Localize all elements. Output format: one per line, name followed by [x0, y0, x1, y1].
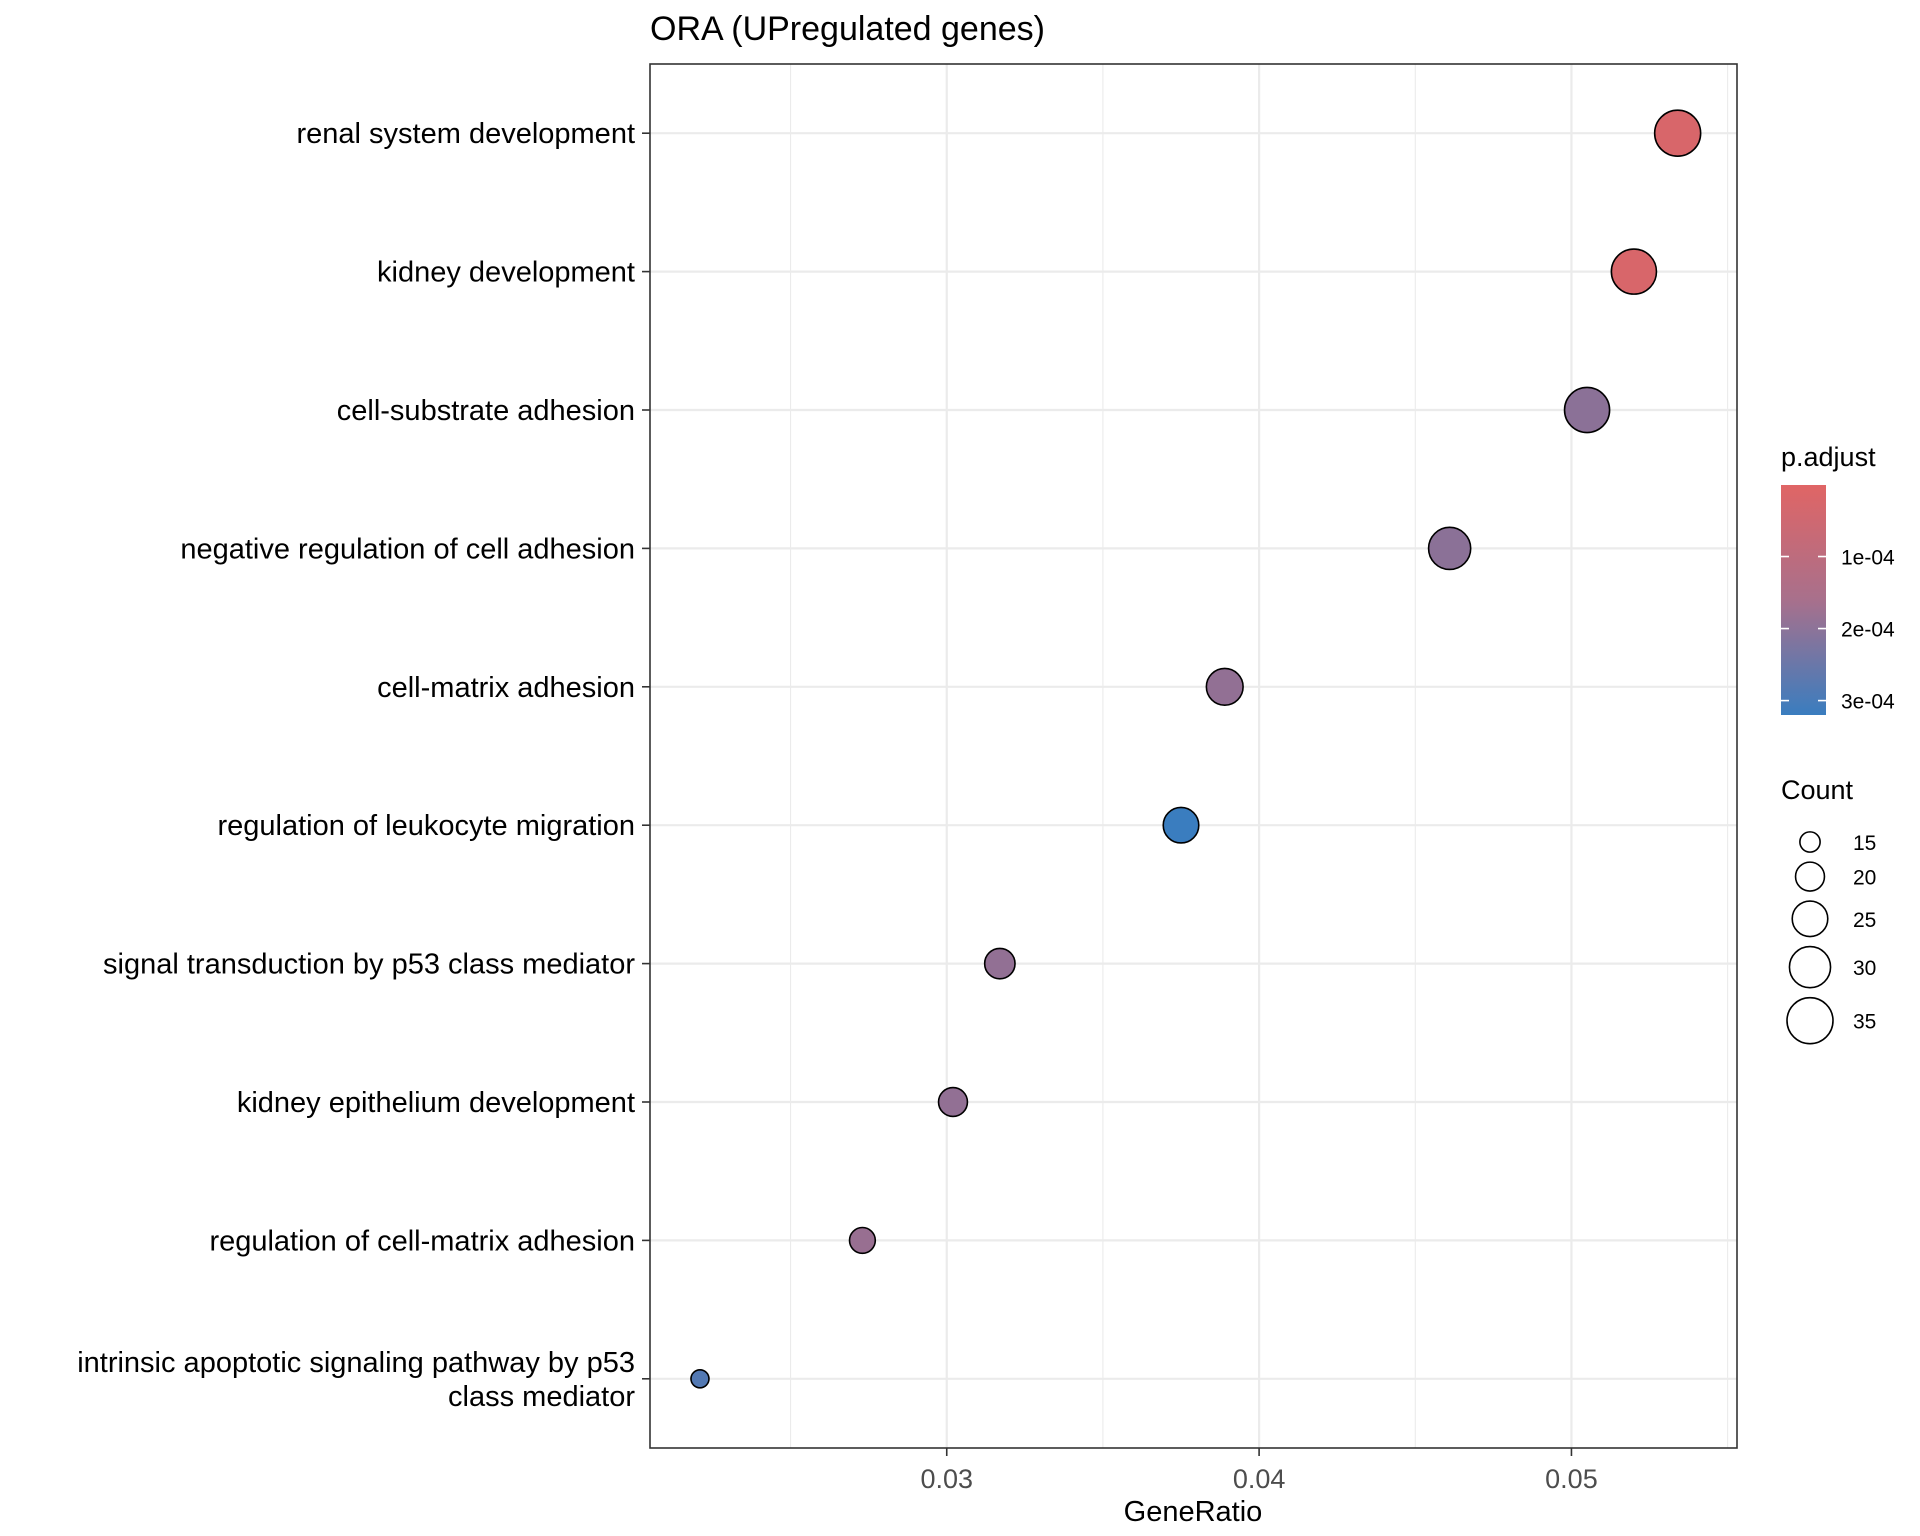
size-legend-label: 20	[1853, 867, 1876, 890]
size-legend-circle	[1799, 831, 1821, 853]
data-point	[1610, 248, 1658, 295]
plot-border	[649, 63, 1738, 1449]
color-legend-label: 3e-04	[1841, 691, 1895, 714]
size-legend-label: 15	[1853, 832, 1876, 855]
color-legend-label: 2e-04	[1841, 619, 1895, 642]
y-category-label: class mediator	[448, 1381, 635, 1413]
plot-panel	[650, 64, 1737, 1448]
chart-title: ORA (UPregulated genes)	[650, 10, 1045, 48]
color-legend-bar	[1781, 485, 1826, 715]
y-category-label: regulation of cell-matrix adhesion	[209, 1225, 635, 1257]
data-point	[1205, 667, 1244, 706]
size-legend-circle	[1788, 945, 1832, 989]
size-legend-title: Count	[1781, 775, 1854, 805]
size-legend-label: 25	[1853, 909, 1876, 932]
x-tick-label: 0.05	[1545, 1464, 1598, 1494]
color-legend: p.adjust 1e-04 2e-04 3e-04	[1781, 442, 1895, 715]
x-tick-label: 0.03	[920, 1464, 973, 1494]
color-legend-title: p.adjust	[1781, 442, 1876, 472]
y-category-label: signal transduction by p53 class mediato…	[103, 949, 635, 981]
y-category-label: cell-substrate adhesion	[337, 395, 635, 427]
data-point	[690, 1369, 710, 1389]
y-category-label: regulation of leukocyte migration	[217, 810, 635, 842]
data-point	[1653, 109, 1702, 157]
y-category-label: negative regulation of cell adhesion	[180, 533, 635, 565]
y-category-label: kidney epithelium development	[237, 1087, 635, 1119]
y-category-label: kidney development	[377, 257, 635, 289]
x-axis-title: GeneRatio	[1124, 1496, 1263, 1528]
data-point	[848, 1226, 877, 1255]
size-legend-circle	[1786, 996, 1834, 1045]
color-legend-label: 1e-04	[1841, 547, 1895, 570]
data-point	[937, 1086, 969, 1118]
size-legend-circle	[1794, 861, 1826, 892]
data-point	[983, 947, 1016, 980]
data-point	[1427, 526, 1472, 571]
size-legend-label: 35	[1853, 1011, 1876, 1034]
size-legend-label: 30	[1853, 957, 1876, 980]
size-legend-circle	[1791, 900, 1829, 938]
x-tick-label: 0.04	[1233, 1464, 1286, 1494]
data-point	[1162, 806, 1200, 844]
y-category-label: renal system development	[297, 118, 636, 150]
size-legend: Count 15 20 25 30 35	[1781, 775, 1876, 1045]
y-category-label: cell-matrix adhesion	[377, 672, 635, 704]
y-category-label: intrinsic apoptotic signaling pathway by…	[77, 1347, 635, 1379]
data-point	[1563, 386, 1611, 434]
